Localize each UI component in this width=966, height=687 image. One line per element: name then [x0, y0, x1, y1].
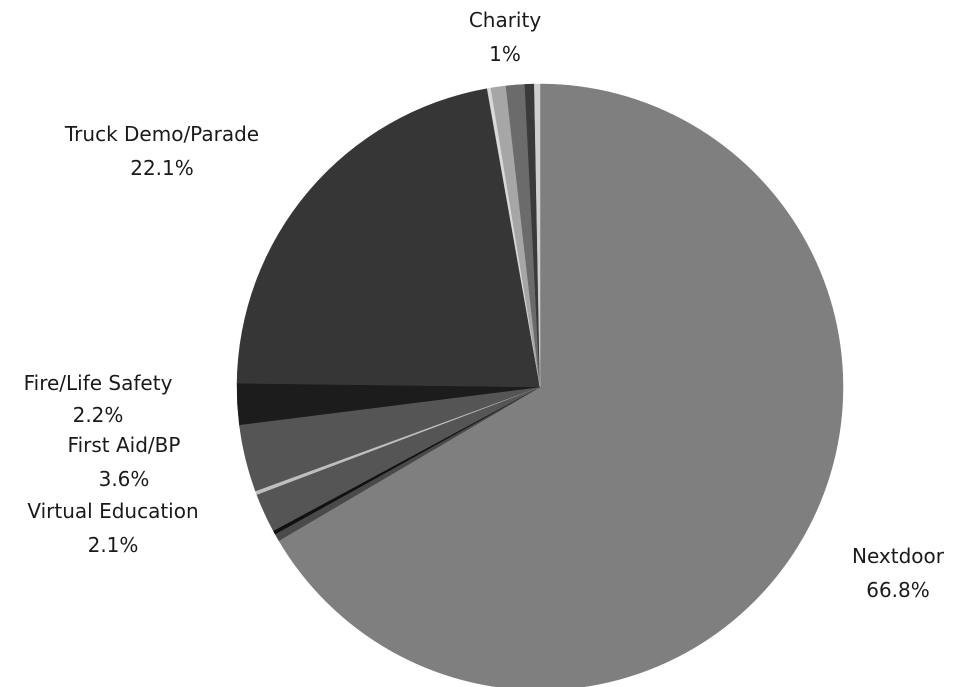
pie-slice-nextdoor-0: [278, 83, 844, 687]
pie-slice-truck-demo-parade-7: [236, 88, 541, 388]
slice-label-virtual-education: Virtual Education: [27, 499, 198, 523]
slice-value-truck-demo-parade: 22.1%: [130, 156, 194, 180]
slice-value-first-aid-bp: 3.6%: [99, 467, 150, 491]
slice-value-virtual-education: 2.1%: [88, 533, 139, 557]
slice-label-charity: Charity: [469, 8, 542, 32]
pie-slice-minor-12: [534, 83, 541, 388]
slice-label-first-aid-bp: First Aid/BP: [68, 433, 181, 457]
slice-value-fire-life-safety: 2.2%: [73, 403, 124, 427]
slice-label-truck-demo-parade: Truck Demo/Parade: [64, 122, 259, 146]
slice-value-charity: 1%: [489, 42, 521, 66]
slice-label-nextdoor: Nextdoor: [852, 544, 945, 568]
pie-slices: [236, 83, 844, 687]
slice-value-nextdoor: 66.8%: [866, 578, 930, 602]
pie-labels: Nextdoor 66.8% Virtual Education 2.1% Fi…: [24, 8, 945, 602]
slice-label-fire-life-safety: Fire/Life Safety: [24, 371, 173, 395]
